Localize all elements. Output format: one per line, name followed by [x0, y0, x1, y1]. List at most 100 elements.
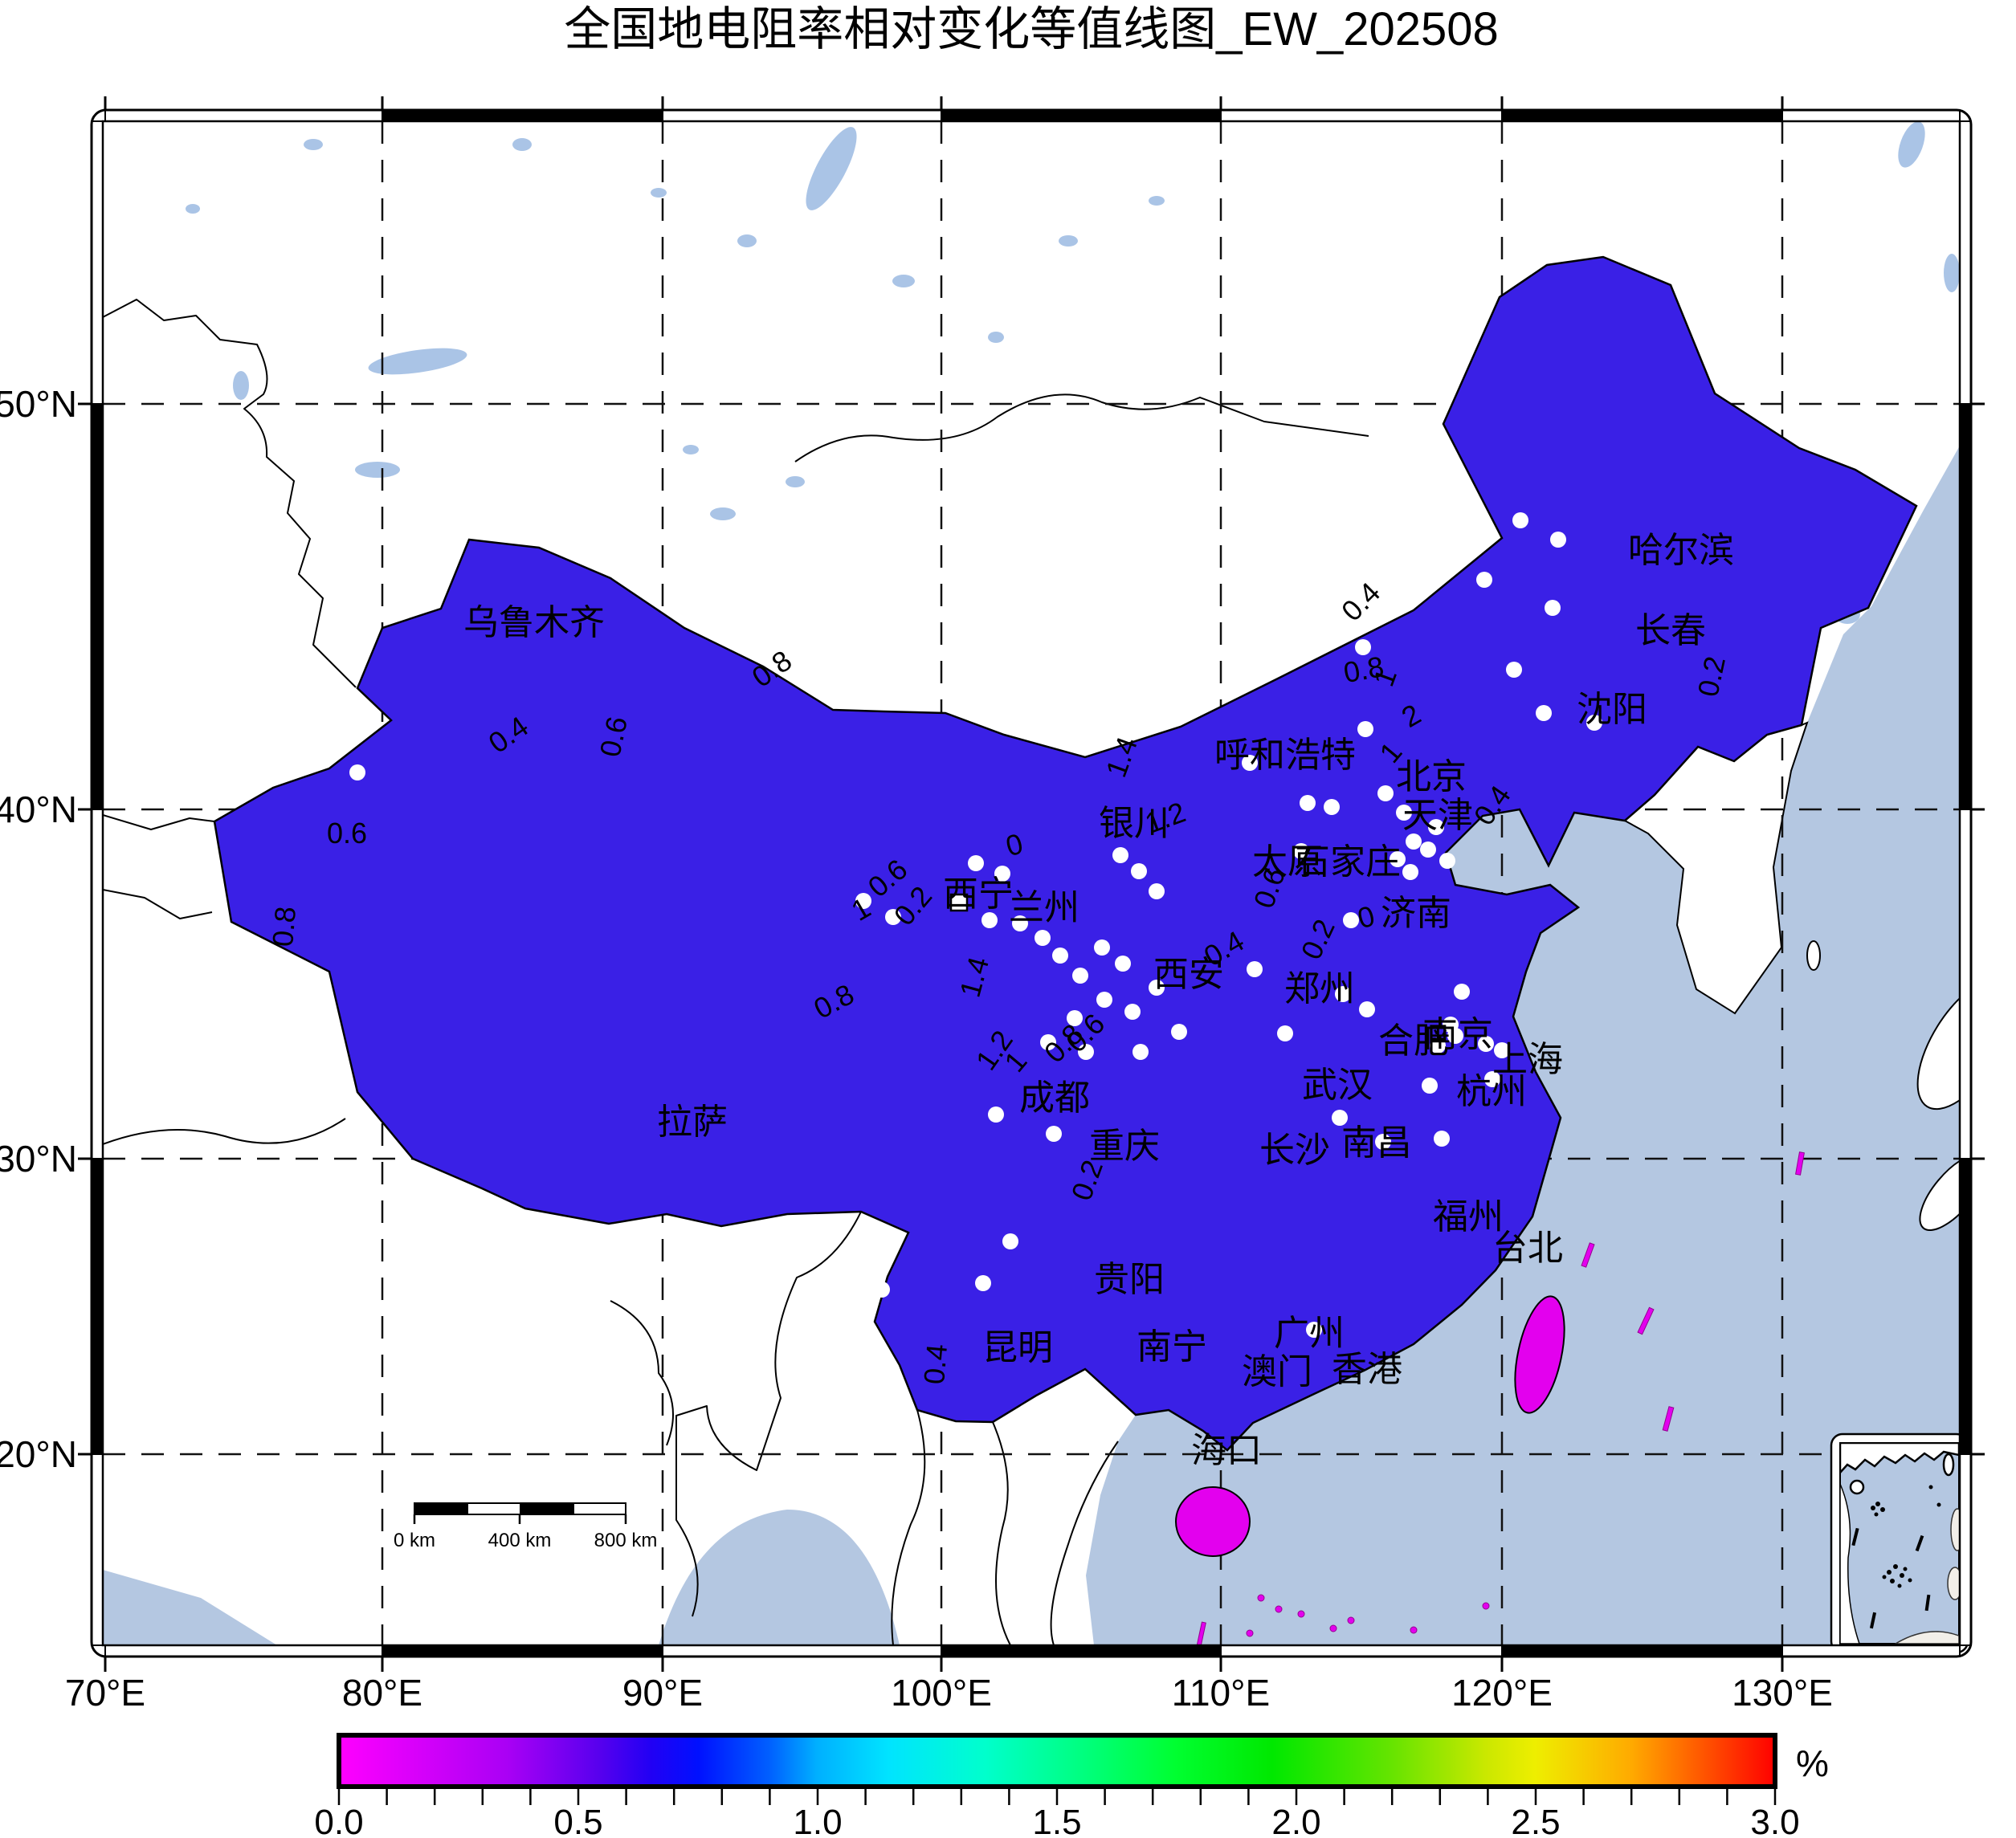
colorbar-tick-label: 2.0 [1271, 1803, 1320, 1838]
city-label-哈尔滨: 哈尔滨 [1628, 531, 1734, 570]
station-dot [1476, 572, 1492, 588]
station-dot [1359, 1001, 1375, 1017]
station-dot [1096, 992, 1112, 1008]
contour-label: 0.6 [594, 714, 635, 760]
lat-label-50°N: 50°N [0, 383, 77, 425]
station-dot [1390, 851, 1406, 867]
city-label-台北: 台北 [1492, 1229, 1563, 1268]
hainan-island [1175, 1486, 1251, 1557]
station-dot [1428, 819, 1444, 835]
city-label-呼和浩特: 呼和浩特 [1214, 736, 1356, 775]
station-dot [1434, 1131, 1450, 1147]
contour-label: 0.8 [266, 905, 302, 948]
station-dot [1149, 883, 1165, 899]
city-label-杭州: 杭州 [1456, 1072, 1527, 1111]
islands [1175, 1151, 1805, 1645]
colorbar-tick-label: 2.5 [1511, 1803, 1560, 1838]
station-dot [988, 1106, 1004, 1123]
city-label-上海: 上海 [1492, 1040, 1563, 1079]
city-label-太原: 太原 [1252, 842, 1323, 882]
city-label-兰州: 兰州 [1009, 888, 1079, 927]
scalebar-label: 0 km [394, 1530, 435, 1551]
latitude-labels: 50°N 40°N 30°N 20°N [0, 383, 77, 1475]
station-dot [874, 1282, 890, 1298]
station-dot [1375, 1134, 1391, 1150]
lon-label-90°E: 90°E [622, 1672, 703, 1714]
station-dot [1494, 1042, 1510, 1058]
station-dot [981, 912, 998, 928]
city-label-拉萨: 拉萨 [657, 1102, 728, 1142]
station-dot [1052, 948, 1068, 964]
station-dot [975, 1275, 991, 1291]
station-dot [1094, 939, 1110, 956]
station-dot [1586, 715, 1602, 731]
station-dot [1306, 1322, 1322, 1338]
station-dot [1171, 1024, 1187, 1040]
scale-bar: 0 km 400 km 800 km [394, 1502, 658, 1551]
city-label-长沙: 长沙 [1259, 1131, 1330, 1170]
station-dot [1149, 980, 1165, 996]
colorbar-tick-label: 1.5 [1032, 1803, 1081, 1838]
contour-label: 0.6 [327, 817, 367, 850]
station-dot [1242, 755, 1258, 771]
station-dot [1046, 1126, 1062, 1142]
scalebar-label: 800 km [594, 1530, 658, 1551]
city-label-南京: 南京 [1422, 1015, 1493, 1054]
station-dot [1545, 600, 1561, 616]
colorbar: 0.0 0.5 1.0 1.5 2.0 2.5 3.0 % [314, 1733, 1829, 1838]
city-label-天津: 天津 [1402, 796, 1473, 835]
city-label-福州: 福州 [1433, 1197, 1504, 1237]
station-dot [1131, 863, 1147, 879]
station-dot [1002, 1233, 1018, 1249]
city-label-石家庄: 石家庄 [1295, 842, 1401, 882]
city-label-济南: 济南 [1381, 894, 1451, 933]
station-dot [1293, 843, 1309, 859]
station-dot [349, 764, 365, 780]
contour-label: 0.8 [1341, 650, 1386, 689]
station-dot [1124, 1004, 1141, 1020]
station-dot [1035, 930, 1051, 946]
axis-ticks [78, 96, 1985, 1672]
japan-islands [1806, 940, 1960, 1232]
city-label-郑州: 郑州 [1284, 969, 1355, 1009]
station-dot [1536, 705, 1552, 721]
station-dot [1072, 968, 1088, 984]
colorbar-ticks [337, 1789, 1777, 1805]
city-label-乌鲁木齐: 乌鲁木齐 [463, 603, 605, 642]
city-label-澳门: 澳门 [1242, 1352, 1312, 1392]
colorbar-tick-label: 1.0 [793, 1803, 842, 1838]
station-dot [1439, 853, 1455, 869]
station-dot [1277, 1025, 1293, 1041]
station-dot [1078, 1044, 1094, 1060]
station-dot [1335, 986, 1351, 1002]
station-dot [1324, 799, 1340, 815]
colorbar-tick-label: 0.0 [314, 1803, 363, 1838]
station-dot [1343, 912, 1359, 928]
city-label-昆明: 昆明 [982, 1328, 1053, 1367]
scalebar-label: 400 km [488, 1530, 552, 1551]
colorbar-unit: % [1796, 1742, 1829, 1784]
bay-of-bengal [659, 1510, 900, 1645]
lat-label-20°N: 20°N [0, 1433, 77, 1475]
station-dot [1402, 864, 1418, 880]
contour-label: 0.2 [1692, 654, 1732, 699]
station-dot [1430, 1037, 1446, 1053]
city-label-广州: 广州 [1274, 1314, 1345, 1353]
station-dot [968, 855, 984, 871]
station-dots [349, 512, 1602, 1338]
lon-label-70°E: 70°E [65, 1672, 145, 1714]
lon-label-100°E: 100°E [891, 1672, 992, 1714]
city-label-西安: 西安 [1153, 955, 1224, 994]
lon-label-120°E: 120°E [1451, 1672, 1553, 1714]
station-dot [1132, 1044, 1149, 1060]
station-dot [1247, 961, 1263, 977]
station-dot [1512, 512, 1528, 528]
colorbar-tick-label: 3.0 [1750, 1803, 1799, 1838]
station-dot [1332, 1110, 1348, 1126]
station-dot [1115, 956, 1131, 972]
city-label-南昌: 南昌 [1341, 1123, 1412, 1163]
inset-islands [1851, 1485, 1941, 1629]
city-label-南宁: 南宁 [1137, 1327, 1207, 1367]
